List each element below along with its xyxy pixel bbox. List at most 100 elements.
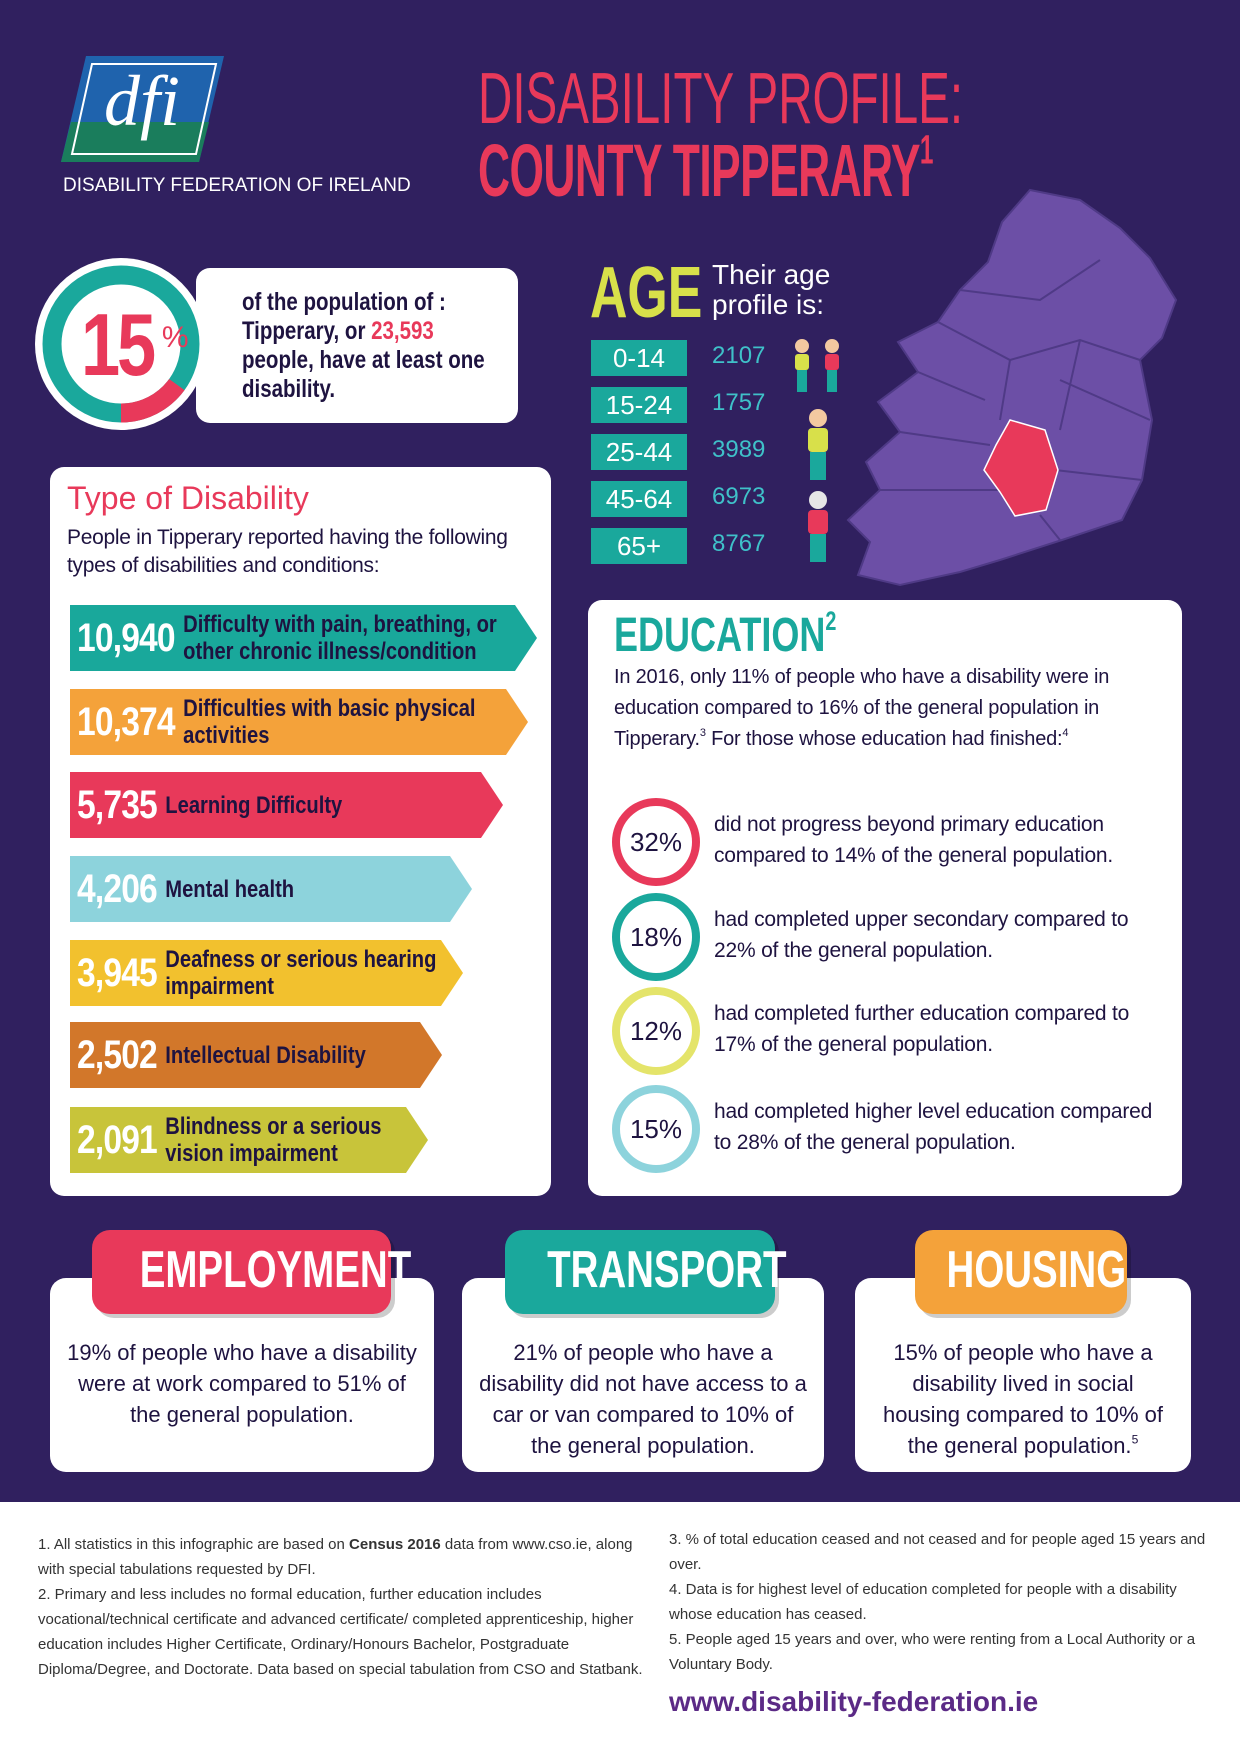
title-text: COUNTY TIPPERARY: [478, 129, 920, 212]
age-range: 45-64: [605, 484, 673, 514]
title-note: 1: [919, 126, 934, 173]
intro-text: In 2016, only 11% of people who have a d…: [614, 666, 1110, 750]
footnotes-left: 1. All statistics in this infographic ar…: [38, 1532, 648, 1682]
disability-count: 5,735: [77, 782, 158, 827]
footnote: 4. Data is for highest level of educatio…: [669, 1581, 1177, 1623]
section-title: TRANSPORT: [547, 1241, 787, 1299]
disability-item: 3,945 Deafness or serious hearing impairm…: [77, 940, 444, 1006]
education-ring: [612, 1085, 700, 1173]
footer-bg: [0, 1502, 1240, 1754]
age-row: 45-64: [591, 481, 687, 517]
education-ring: [612, 893, 700, 981]
age-range: 15-24: [605, 390, 673, 420]
disability-label: Blindness or a serious vision impairment: [165, 1113, 382, 1167]
footnote-text: data from www.cso.ie, along with special…: [38, 1536, 633, 1578]
disability-item: 5,735 Learning Difficulty: [77, 772, 484, 838]
arrow-banner: [70, 1022, 442, 1088]
map-ireland: [846, 188, 1178, 587]
age-row: 65+: [591, 528, 687, 564]
title-line2: COUNTY TIPPERARY1: [478, 128, 933, 213]
section-text: 15% of people who have a disability live…: [871, 1337, 1175, 1461]
arrow-banner: [70, 856, 472, 922]
education-ring: [612, 987, 700, 1075]
website-url[interactable]: www.disability-federation.ie: [669, 1686, 1039, 1717]
employment-card: [50, 1278, 434, 1472]
age-subtitle: Their age profile is:: [712, 259, 831, 320]
disability-count: 10,374: [77, 699, 176, 744]
footnote-text: 1. All statistics in this infographic ar…: [38, 1536, 345, 1553]
disability-label: Difficulty with pain, breathing, or othe…: [183, 611, 497, 665]
disability-item: 4,206 Mental health: [77, 856, 453, 922]
disability-label: Learning Difficulty: [165, 791, 343, 819]
education-title-text: EDUCATION: [614, 609, 826, 662]
disability-label: Intellectual Disability: [165, 1041, 366, 1069]
footnote: 3. % of total education ceased and not c…: [669, 1531, 1206, 1573]
headline-after: people, have at least one disability.: [242, 346, 485, 403]
footnote: 5. People aged 15 years and over, who we…: [669, 1631, 1196, 1673]
age-title: AGE: [590, 253, 703, 333]
disability-count: 3,945: [77, 950, 158, 995]
section-note: 5: [1131, 1432, 1139, 1447]
education-percent: 15%: [630, 1114, 682, 1144]
education-intro: In 2016, only 11% of people who have a d…: [614, 662, 1174, 755]
age-count: 8767: [712, 530, 766, 557]
education-text: had completed higher level education com…: [714, 1100, 1153, 1154]
headline-percent: 15%: [72, 294, 189, 396]
disability-count: 10,940: [77, 615, 176, 660]
age-range: 65+: [616, 531, 662, 561]
donut-segment: [120, 378, 185, 423]
education-title: EDUCATION2: [614, 608, 836, 663]
age-range: 25-44: [605, 437, 673, 467]
footnote-bold: Census 2016: [349, 1536, 441, 1553]
percent-sign: %: [161, 321, 189, 354]
disability-item: 2,502 Intellectual Disability: [77, 1022, 423, 1088]
disability-count: 2,091: [77, 1117, 158, 1162]
education-percent: 18%: [630, 922, 682, 952]
disability-item: 10,374 Difficulties with basic physical a…: [77, 689, 509, 755]
title-line1: DISABILITY PROFILE:: [478, 59, 964, 139]
disability-label: Mental health: [165, 875, 295, 903]
icon-adult: [808, 409, 828, 480]
section-title: EMPLOYMENT: [139, 1241, 412, 1299]
section-title: HOUSING: [946, 1241, 1127, 1299]
education-text: did not progress beyond primary educatio…: [714, 813, 1114, 867]
age-row: 0-14: [591, 340, 687, 376]
percent-number: 15: [80, 295, 156, 394]
headline-before: of the population of : Tipperary, or: [242, 288, 446, 345]
footnote: 1. All statistics in this infographic ar…: [38, 1532, 648, 1582]
education-card: [588, 600, 1182, 1196]
intro-note: 4: [1062, 727, 1069, 740]
logo-frame: [70, 63, 218, 155]
age-range: 0-14: [612, 343, 666, 373]
intro-note: 3: [699, 727, 706, 740]
disability-item: 10,940 Difficulty with pain, breathing, o…: [77, 605, 518, 671]
age-count: 2107: [712, 342, 766, 369]
education-text: had completed upper secondary compared t…: [714, 908, 1129, 962]
disability-count: 2,502: [77, 1032, 158, 1077]
headline-highlight: 23,593: [371, 317, 434, 345]
disability-item: 2,091 Blindness or a serious vision impai…: [77, 1107, 409, 1173]
section-text: 19% of people who have a disability were…: [67, 1340, 417, 1427]
footnote: 2. Primary and less includes no formal e…: [38, 1586, 643, 1678]
icon-children: [795, 339, 839, 392]
logo-text: dfi: [104, 61, 180, 141]
disability-label: Difficulties with basic physical activit…: [183, 695, 476, 749]
map-borders: [880, 259, 1151, 541]
housing-pill: [915, 1230, 1127, 1314]
headline-text: of the population of : Tipperary, or 23,…: [242, 288, 492, 404]
icon-older: [808, 491, 828, 562]
section-text-body: 15% of people who have a disability live…: [882, 1340, 1164, 1458]
education-percent: 12%: [630, 1016, 682, 1046]
age-count: 3989: [712, 436, 766, 463]
disability-count: 4,206: [77, 866, 158, 911]
arrow-banner: [70, 772, 503, 838]
education-percent: 32%: [630, 827, 682, 857]
employment-pill: [92, 1230, 391, 1314]
disability-label: Deafness or serious hearing impairment: [165, 946, 437, 1000]
transport-pill: [505, 1230, 775, 1314]
age-count: 1757: [712, 389, 766, 416]
education-text: had completed further education compared…: [714, 1002, 1130, 1056]
map-tipperary: [983, 419, 1059, 517]
